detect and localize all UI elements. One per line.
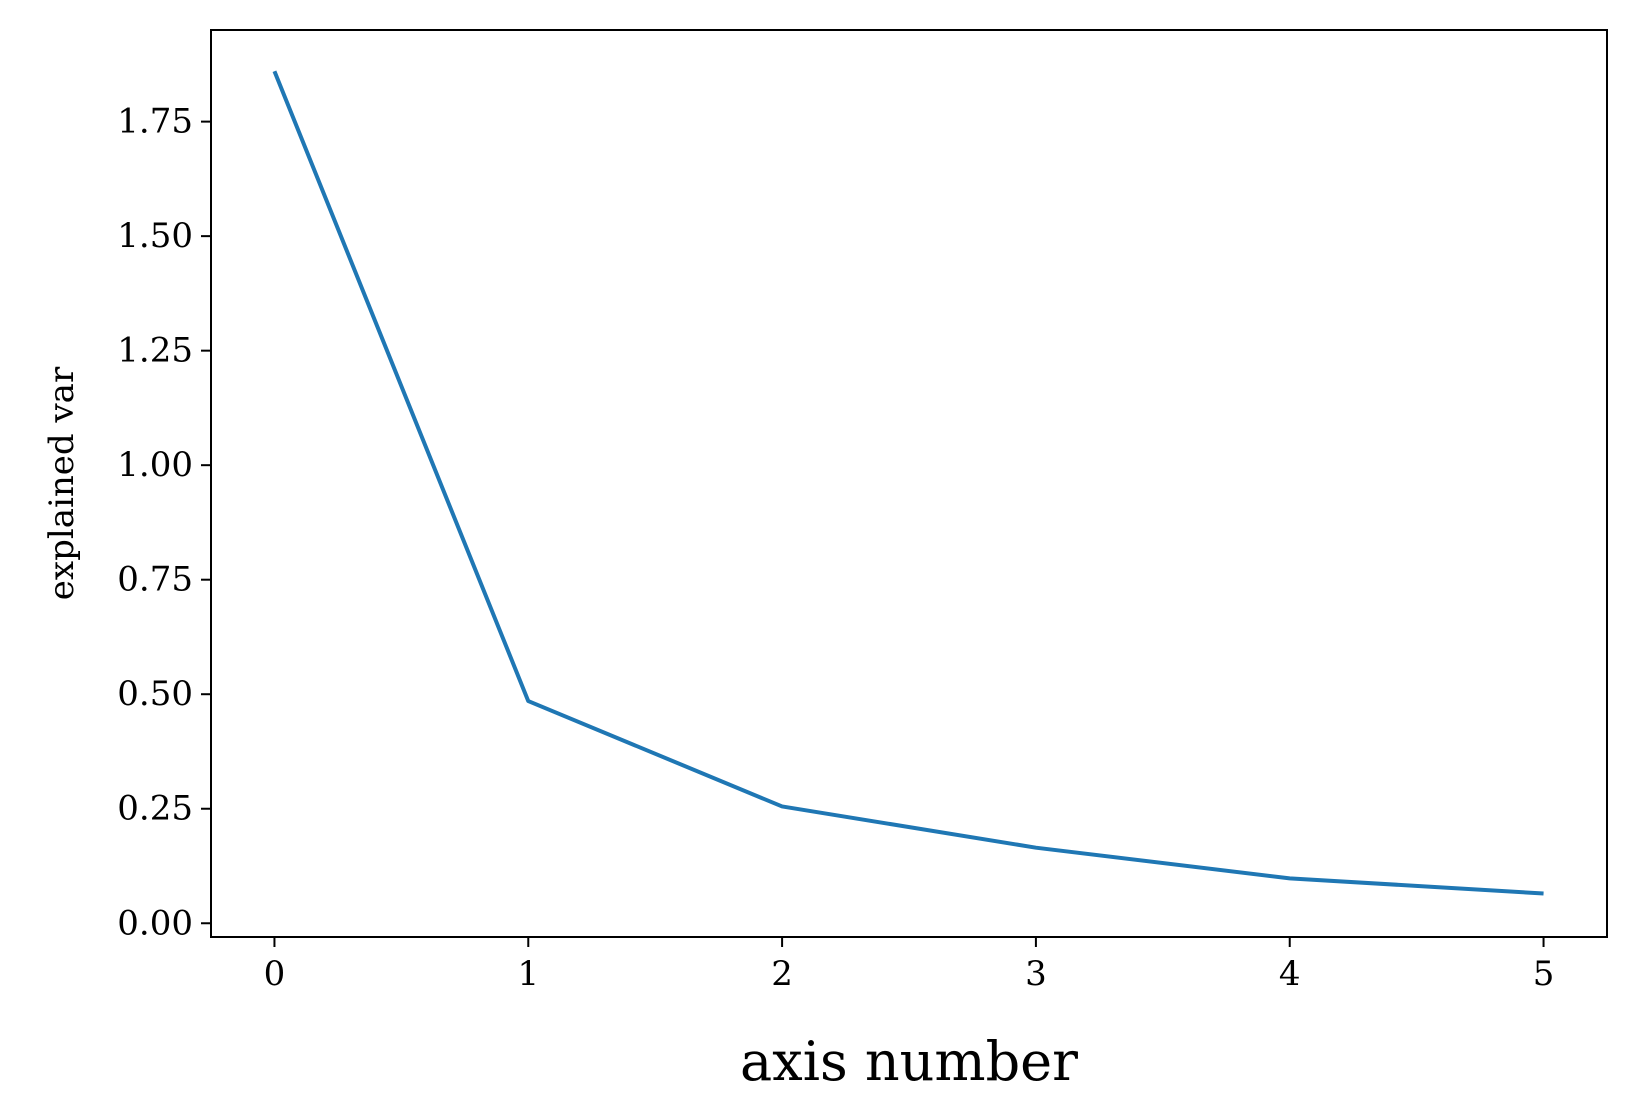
y-tick-label: 0.00 bbox=[117, 903, 193, 943]
x-tick-label: 1 bbox=[517, 954, 539, 994]
x-tick-label: 4 bbox=[1279, 954, 1301, 994]
x-tick-label: 2 bbox=[771, 954, 793, 994]
y-tick-label: 0.25 bbox=[117, 789, 193, 829]
x-tick-label: 0 bbox=[264, 954, 286, 994]
y-axis-ticks: 0.00 0.25 0.50 0.75 1.00 1.25 1.50 1.75 bbox=[117, 102, 211, 943]
plot-area-frame bbox=[210, 29, 1608, 938]
y-axis-label: explained var bbox=[42, 366, 82, 600]
y-tick-label: 1.25 bbox=[117, 331, 193, 371]
x-axis-label: axis number bbox=[740, 1030, 1078, 1093]
y-tick-label: 1.75 bbox=[117, 102, 193, 142]
x-tick-label: 5 bbox=[1533, 954, 1555, 994]
x-tick-label: 3 bbox=[1025, 954, 1047, 994]
y-tick-label: 1.50 bbox=[117, 216, 193, 256]
series-line bbox=[272, 70, 1544, 896]
series-points bbox=[274, 71, 1544, 894]
y-tick-label: 1.00 bbox=[117, 445, 193, 485]
y-tick-label: 0.50 bbox=[117, 674, 193, 714]
y-tick-label: 0.75 bbox=[117, 560, 193, 600]
x-axis-ticks: 0 1 2 3 4 5 bbox=[264, 937, 1555, 994]
